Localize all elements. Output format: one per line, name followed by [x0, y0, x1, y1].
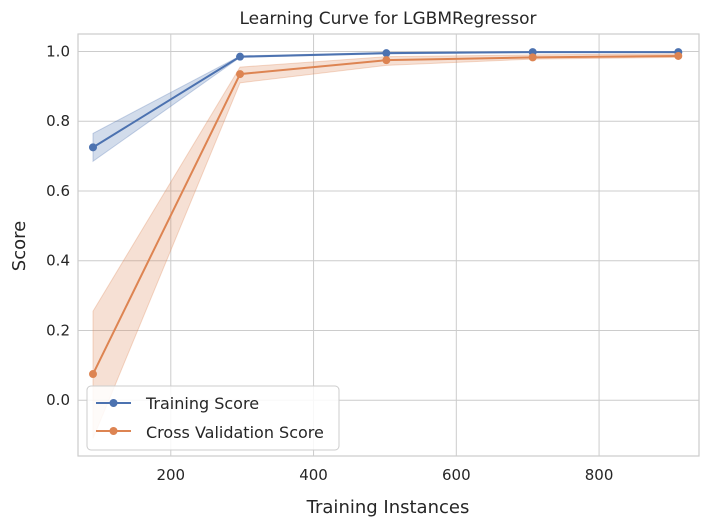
data-point-cross-validation-score	[236, 70, 245, 79]
y-tick-label: 0.0	[46, 391, 70, 409]
confidence-band-cross-validation-score	[92, 53, 679, 439]
legend-label-training-score: Training Score	[145, 394, 259, 413]
confidence-band-training-score	[92, 51, 679, 163]
legend-box	[86, 385, 340, 451]
data-point-training-score	[382, 49, 391, 58]
tick-labels: 200 400 600 800 0.0 0.2 0.4 0.6 0.8 1.0	[46, 42, 613, 484]
y-axis-label: Score	[9, 221, 30, 271]
data-point-cross-validation-score	[528, 53, 537, 62]
data-point-cross-validation-score	[88, 370, 97, 379]
confidence-bands	[92, 51, 679, 439]
legend-entry-training-score: Training Score	[96, 394, 259, 413]
y-tick-label: 0.8	[46, 112, 70, 130]
series-points	[88, 48, 683, 379]
legend-marker-training-score	[109, 399, 118, 407]
x-tick-label: 400	[299, 466, 328, 484]
y-tick-label: 0.2	[46, 321, 70, 339]
x-tick-label: 600	[442, 466, 471, 484]
y-tick-label: 1.0	[46, 42, 70, 60]
data-point-cross-validation-score	[674, 51, 683, 60]
legend-entry-cross-validation-score: Cross Validation Score	[96, 423, 324, 442]
x-tick-label: 800	[585, 466, 614, 484]
data-point-cross-validation-score	[382, 56, 391, 65]
legend-marker-cross-validation-score	[109, 427, 118, 435]
chart-title: Learning Curve for LGBMRegressor	[240, 9, 537, 29]
y-tick-label: 0.6	[46, 182, 70, 200]
data-point-training-score	[236, 52, 245, 61]
y-tick-label: 0.4	[46, 252, 70, 270]
data-point-training-score	[88, 143, 97, 152]
plot-frame	[77, 33, 700, 457]
x-tick-label: 200	[156, 466, 185, 484]
legend-label-cross-validation-score: Cross Validation Score	[146, 423, 324, 442]
x-axis-label: Training Instances	[306, 497, 470, 518]
legend: Training Score Cross Validation Score	[86, 385, 340, 451]
